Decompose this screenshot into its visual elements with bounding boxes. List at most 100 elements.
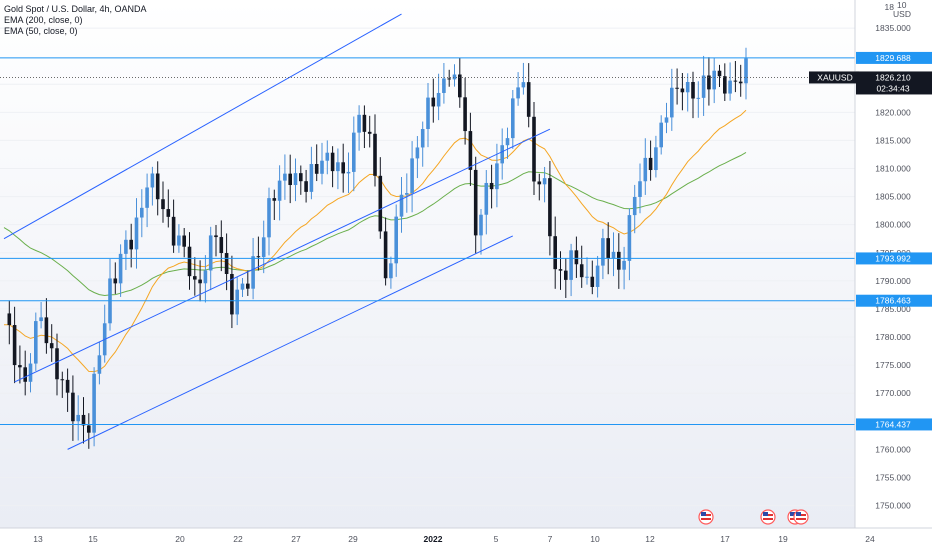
us-event-flag-icon: [763, 518, 773, 520]
candle-body: [601, 238, 605, 266]
candle-body: [489, 182, 494, 190]
candle-body: [394, 216, 398, 264]
candle-body: [193, 276, 197, 280]
ema50-legend: EMA (50, close, 0): [4, 26, 78, 36]
level-label[interactable]: 1793.992: [875, 253, 911, 263]
ema200-line: [3, 151, 747, 297]
candle-body: [585, 276, 589, 278]
candle-body: [65, 379, 70, 393]
date-tick: 12: [645, 534, 655, 544]
candle-body: [511, 98, 515, 139]
level-label-bg[interactable]: [856, 418, 932, 431]
candle-body: [92, 373, 96, 433]
us-event-flag-icon: [796, 518, 806, 520]
candle-body: [330, 152, 335, 172]
candle-body: [405, 193, 409, 195]
candle-body: [521, 82, 526, 88]
date-tick: 13: [33, 534, 43, 544]
candle-body: [744, 58, 748, 84]
level-label[interactable]: 1786.463: [875, 296, 911, 306]
candle-body: [246, 283, 250, 289]
candle-body: [341, 162, 345, 174]
time-axis[interactable]: [0, 528, 932, 550]
date-tick: 24: [865, 534, 875, 544]
candle-body: [12, 325, 17, 366]
candle-body: [71, 392, 75, 422]
trend-line-0[interactable]: [3, 13, 402, 240]
symbol-title: Gold Spot / U.S. Dollar, 4h, OANDA: [4, 4, 147, 14]
candle-body: [140, 207, 144, 218]
candle-body: [34, 321, 38, 364]
level-label-bg[interactable]: [856, 294, 932, 307]
candle-body: [124, 239, 128, 254]
candle-body: [579, 264, 584, 278]
candle-body: [18, 365, 22, 368]
candle-body: [277, 180, 282, 201]
candle-body: [325, 152, 330, 161]
candle-body: [235, 289, 239, 315]
date-tick: 2022: [424, 534, 443, 544]
candle-body: [155, 173, 160, 200]
candle-body: [214, 235, 218, 238]
candle-body: [367, 131, 372, 134]
price-corner-prefix: 18: [885, 2, 895, 12]
candle-body: [685, 82, 690, 93]
candle-body: [606, 238, 610, 259]
us-event-flag-icon: [701, 512, 706, 516]
candle-body: [458, 74, 462, 98]
candle-body: [44, 317, 49, 344]
candle-body: [707, 75, 711, 90]
trend-line-2[interactable]: [67, 235, 514, 450]
level-label-bg[interactable]: [856, 252, 932, 265]
candle-body: [261, 237, 266, 258]
candle-body: [378, 175, 383, 232]
candle-body: [505, 138, 510, 146]
candle-body: [654, 147, 658, 171]
candle-body: [468, 131, 473, 170]
trend-line-1[interactable]: [14, 128, 551, 383]
price-tick: 1815.000: [875, 135, 911, 145]
candle-body: [569, 250, 573, 280]
candle-body: [256, 256, 261, 258]
candle-body: [548, 178, 552, 237]
candle-body: [590, 276, 595, 287]
price-tick: 1750.000: [875, 501, 911, 511]
level-label-bg[interactable]: [856, 51, 932, 64]
candle-body: [76, 414, 80, 422]
candle-body: [680, 88, 685, 93]
candle-body: [410, 158, 414, 194]
candle-body: [696, 97, 701, 99]
candle-body: [272, 198, 277, 201]
candle-body: [675, 87, 679, 89]
date-tick: 20: [175, 534, 185, 544]
candle-body: [558, 269, 563, 271]
price-tick: 1775.000: [875, 360, 911, 370]
candle-body: [362, 114, 367, 132]
candle-body: [118, 253, 123, 284]
candle-body: [463, 97, 467, 132]
candle-body: [728, 80, 732, 94]
price-tick: 1785.000: [875, 304, 911, 314]
candle-body: [113, 278, 118, 284]
candle-body: [717, 70, 722, 77]
candle-body: [664, 117, 669, 123]
price-tick: 1835.000: [875, 23, 911, 33]
candle-body: [55, 348, 59, 380]
price-tick: 1760.000: [875, 444, 911, 454]
candle-body: [659, 122, 663, 148]
price-tick: 1820.000: [875, 107, 911, 117]
candle-body: [542, 178, 547, 185]
candle-body: [60, 379, 65, 381]
price-tick: 1805.000: [875, 192, 911, 202]
level-label[interactable]: 1764.437: [875, 419, 911, 429]
candle-body: [357, 114, 361, 133]
candle-body: [537, 181, 542, 185]
candle-body: [648, 157, 653, 171]
candle-body: [208, 235, 213, 271]
price-corner-fragment: 10: [897, 0, 907, 10]
date-tick: 27: [291, 534, 301, 544]
level-label[interactable]: 1829.688: [875, 53, 911, 63]
currency-label: USD: [893, 9, 911, 19]
